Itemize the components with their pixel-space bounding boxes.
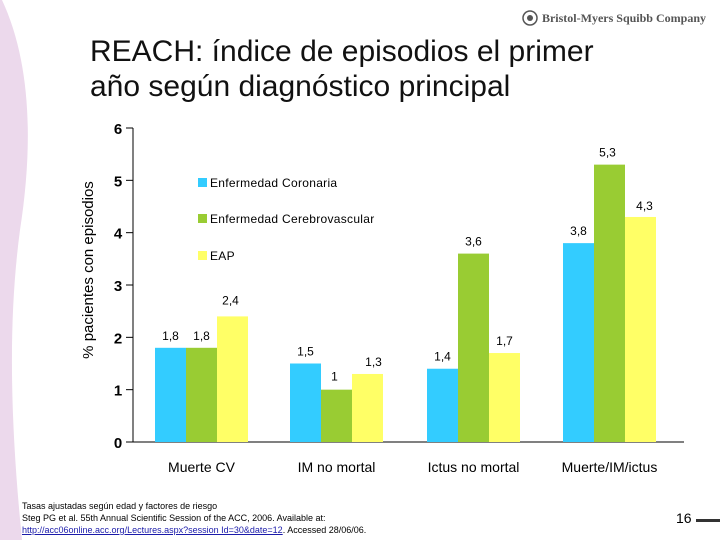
bar xyxy=(186,347,217,442)
data-label: 1,8 xyxy=(193,329,210,343)
x-tick-label: Muerte CV xyxy=(168,459,236,475)
bar xyxy=(352,373,383,442)
y-tick-label: 5 xyxy=(114,173,122,190)
legend-swatch xyxy=(198,214,207,223)
data-label: 1,3 xyxy=(365,355,382,369)
data-label: 5,3 xyxy=(599,146,616,160)
y-tick-label: 2 xyxy=(114,330,122,347)
bar xyxy=(563,243,594,442)
bar xyxy=(217,316,248,442)
y-axis-label: % pacientes con episodios xyxy=(80,181,97,359)
y-tick-label: 4 xyxy=(114,226,123,243)
footnote-accessed: . Accessed 28/06/06. xyxy=(282,525,367,535)
bar xyxy=(427,368,458,442)
slide-title: REACH: índice de episodios el primer año… xyxy=(90,35,594,103)
footnote: Tasas ajustadas según edad y factores de… xyxy=(22,500,366,536)
bar xyxy=(489,353,520,442)
legend-swatch xyxy=(198,251,207,260)
bar xyxy=(321,389,352,442)
brand-logo: Bristol-Myers Squibb Company xyxy=(522,10,706,26)
bar xyxy=(594,164,625,442)
data-label: 3,6 xyxy=(465,235,482,249)
legend-label: Enfermedad Cerebrovascular xyxy=(210,212,375,226)
decorative-swirl xyxy=(0,0,28,540)
bar xyxy=(290,363,321,442)
bar xyxy=(625,216,656,442)
data-label: 4,3 xyxy=(636,199,653,213)
x-tick-label: Muerte/IM/ictus xyxy=(562,459,658,475)
bar xyxy=(458,253,489,442)
y-tick-label: 1 xyxy=(114,383,122,400)
legend-swatch xyxy=(198,178,207,187)
data-label: 1 xyxy=(331,370,338,384)
y-tick-label: 3 xyxy=(114,278,122,295)
legend-label: Enfermedad Coronaria xyxy=(210,176,337,190)
data-label: 2,4 xyxy=(222,293,239,307)
footnote-line-3: http://acc06online.acc.org/Lectures.aspx… xyxy=(22,524,366,536)
page-number: 16 xyxy=(676,510,692,526)
data-label: 3,8 xyxy=(570,224,587,238)
page-number-rule xyxy=(696,519,720,522)
x-tick-label: IM no mortal xyxy=(298,459,376,475)
data-label: 1,8 xyxy=(162,329,179,343)
footnote-line-2: Steg PG et al. 55th Annual Scientific Se… xyxy=(22,513,326,523)
data-label: 1,4 xyxy=(434,350,451,364)
brand-name: Bristol-Myers Squibb Company xyxy=(541,10,706,25)
y-tick-label: 6 xyxy=(114,121,122,138)
data-label: 1,5 xyxy=(297,345,314,359)
footnote-line-1: Tasas ajustadas según edad y factores de… xyxy=(22,501,218,511)
x-tick-label: Ictus no mortal xyxy=(428,459,520,475)
bar xyxy=(155,347,186,442)
bms-logo-icon xyxy=(522,10,538,26)
data-label: 1,7 xyxy=(496,334,513,348)
footnote-link[interactable]: http://acc06online.acc.org/Lectures.aspx… xyxy=(22,525,283,535)
y-tick-label: 0 xyxy=(114,435,122,452)
legend-label: EAP xyxy=(210,249,235,263)
